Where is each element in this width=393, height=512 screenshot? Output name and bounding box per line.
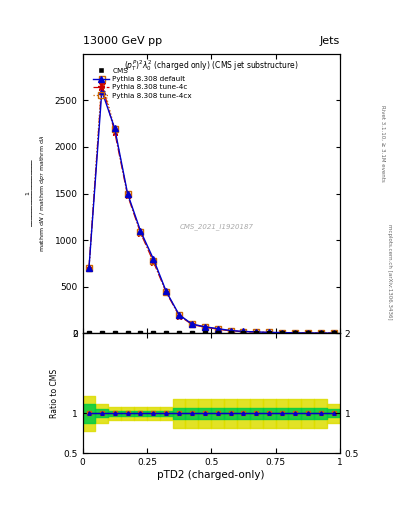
Text: 1
──────────────────
mathrm d$N$ / mathrm d$p_T$ mathrm d$\lambda$: 1 ────────────────── mathrm d$N$ / mathr… [26, 135, 47, 252]
Text: mcplots.cern.ch [arXiv:1306.3436]: mcplots.cern.ch [arXiv:1306.3436] [387, 224, 391, 319]
X-axis label: pTD2 (charged-only): pTD2 (charged-only) [158, 470, 265, 480]
Text: $(p_T^P)^2\lambda_0^2$ (charged only) (CMS jet substructure): $(p_T^P)^2\lambda_0^2$ (charged only) (C… [124, 58, 299, 73]
Y-axis label: Ratio to CMS: Ratio to CMS [50, 369, 59, 418]
Text: Jets: Jets [320, 36, 340, 46]
Text: Rivet 3.1.10, ≥ 3.1M events: Rivet 3.1.10, ≥ 3.1M events [381, 105, 386, 182]
Legend: CMS, Pythia 8.308 default, Pythia 8.308 tune-4c, Pythia 8.308 tune-4cx: CMS, Pythia 8.308 default, Pythia 8.308 … [91, 66, 194, 101]
Text: 13000 GeV pp: 13000 GeV pp [83, 36, 162, 46]
Text: CMS_2021_I1920187: CMS_2021_I1920187 [179, 224, 253, 230]
